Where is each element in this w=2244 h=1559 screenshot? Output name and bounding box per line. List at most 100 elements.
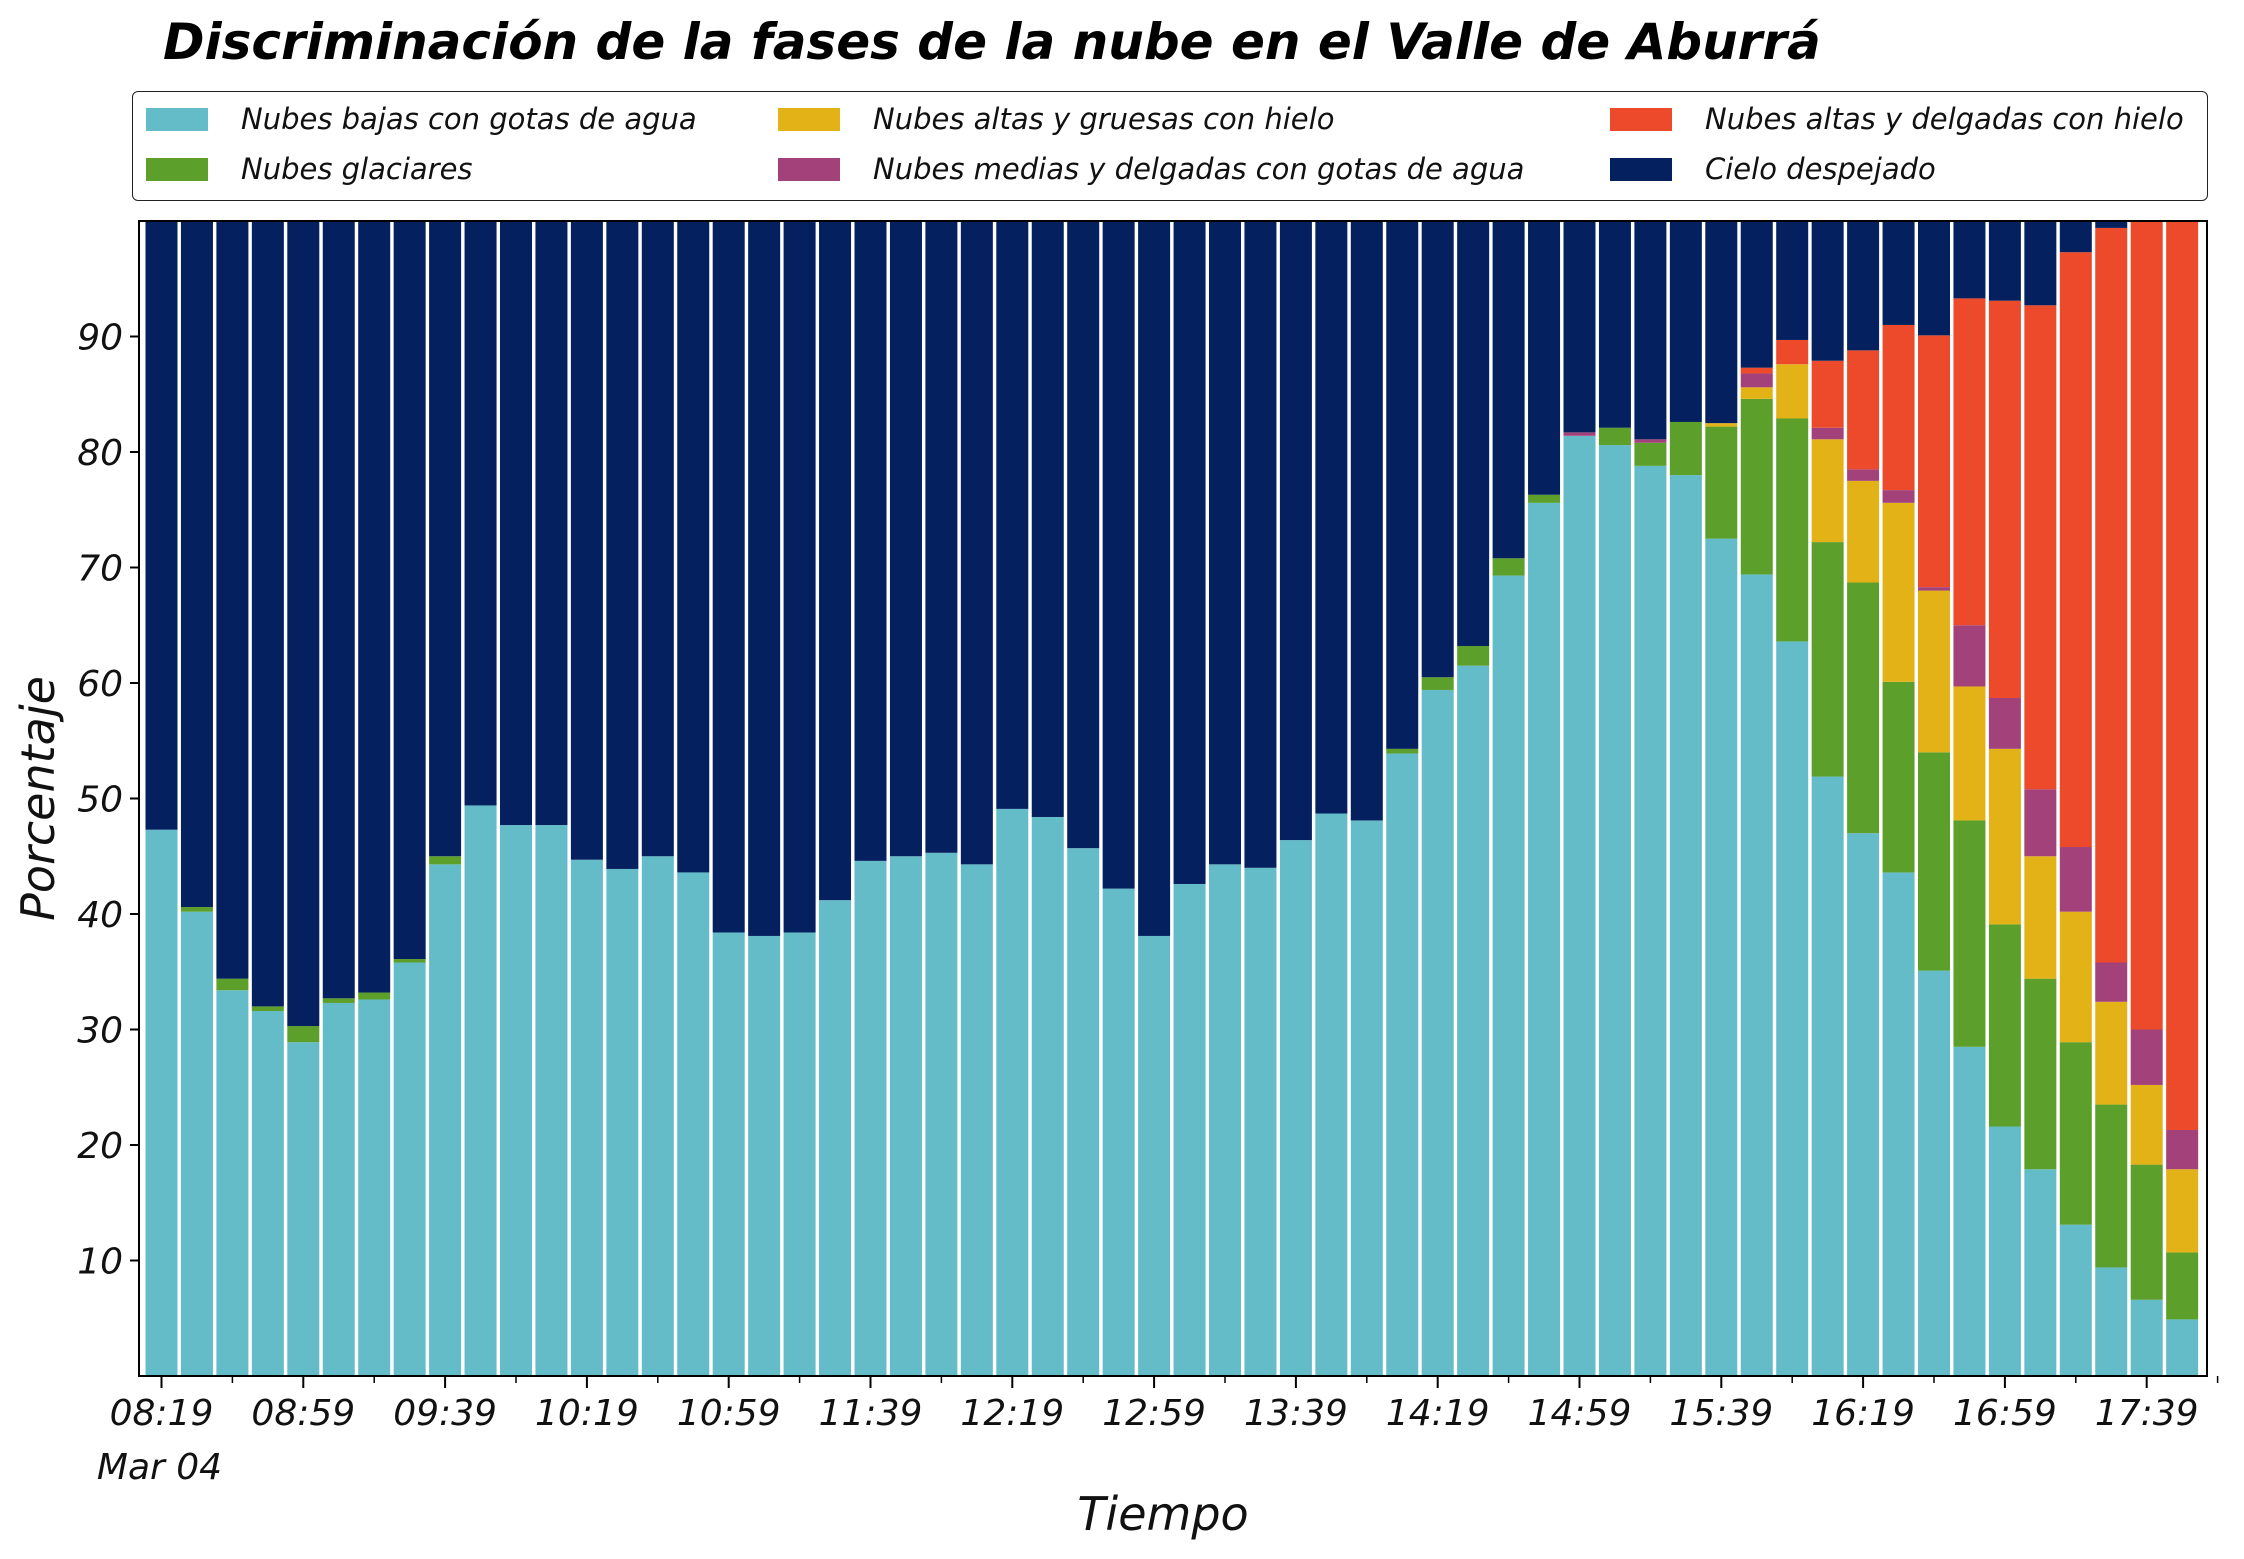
bar-segment	[1598, 445, 1631, 1376]
bar-segment	[287, 1042, 320, 1376]
bar-segment	[1740, 574, 1773, 1376]
bar-segment	[1138, 221, 1171, 936]
legend-item: Nubes glaciares	[146, 149, 473, 189]
bar-segment	[2095, 221, 2128, 228]
bar-segment	[1953, 221, 1986, 299]
bar-segment	[1740, 373, 1773, 388]
bar-segment	[1528, 221, 1561, 495]
bar-segment	[2059, 252, 2092, 848]
x-tick-label: 16:19	[1811, 1393, 1915, 1434]
bar-segment	[1953, 686, 1986, 821]
bar-segment	[1953, 820, 1986, 1047]
bar-segment	[1776, 221, 1809, 340]
x-tick-label: 16:59	[1953, 1393, 2057, 1434]
bar-segment	[1811, 542, 1844, 777]
legend-label: Nubes altas y delgadas con hielo	[1705, 102, 2184, 136]
bar-segment	[1492, 558, 1525, 576]
y-tick-label: 90	[77, 318, 123, 359]
bar-segment	[1882, 324, 1915, 491]
bar-segment	[783, 932, 816, 1376]
bar-segment	[287, 1026, 320, 1043]
bar-segment	[2059, 911, 2092, 1043]
bar-segment	[748, 221, 781, 936]
bar-segment	[180, 907, 213, 912]
bar-segment	[1244, 867, 1277, 1376]
bar-segment	[1067, 221, 1100, 849]
bar-segment	[1563, 221, 1596, 433]
bar-segment	[1598, 427, 1631, 446]
bar-segment	[145, 221, 178, 830]
y-axis-label: Porcentaje	[11, 676, 65, 921]
y-tick-label: 60	[77, 664, 123, 705]
bar-segment	[2059, 221, 2092, 253]
bar-segment	[1315, 221, 1348, 814]
bar-segment	[1953, 625, 1986, 687]
bar-segment	[2024, 856, 2057, 979]
legend-item: Cielo despejado	[1610, 149, 1936, 189]
bar-segment	[1847, 480, 1880, 583]
bar-segment	[1102, 888, 1135, 1376]
bar-segment	[358, 221, 391, 993]
bar-segment	[464, 805, 497, 1376]
bar-segment	[1811, 776, 1844, 1376]
bar-segment	[1386, 753, 1419, 1376]
bar-segment	[1740, 398, 1773, 575]
bar-segment	[819, 900, 852, 1376]
bar-segment	[287, 221, 320, 1027]
bar-segment	[712, 221, 745, 933]
bar-segment	[570, 221, 603, 860]
bar-segment	[1492, 221, 1525, 559]
legend-item: Nubes bajas con gotas de agua	[146, 99, 697, 139]
y-tick-label: 10	[77, 1242, 123, 1283]
bar-segment	[641, 221, 674, 857]
bar-segment	[1882, 502, 1915, 682]
legend-item: Nubes altas y delgadas con hielo	[1610, 99, 2184, 139]
bar-segment	[216, 990, 249, 1376]
bar-segment	[1811, 427, 1844, 440]
bar-segment	[2024, 978, 2057, 1170]
bar-segment	[251, 221, 284, 1007]
bar-segment	[1563, 432, 1596, 436]
y-tick-label: 80	[77, 433, 123, 474]
bar-segment	[1173, 221, 1206, 884]
x-tick-label: 12:19	[960, 1393, 1064, 1434]
legend-label: Nubes bajas con gotas de agua	[241, 102, 697, 136]
bars-group	[145, 221, 2199, 1376]
bar-segment	[322, 221, 355, 999]
bar-segment	[1740, 367, 1773, 374]
bar-segment	[1847, 350, 1880, 470]
bar-segment	[1847, 582, 1880, 834]
bar-segment	[216, 978, 249, 991]
bar-segment	[1669, 221, 1702, 422]
bar-segment	[889, 856, 922, 1376]
bar-segment	[251, 1006, 284, 1012]
bar-segment	[1811, 221, 1844, 361]
bar-segment	[1209, 221, 1241, 865]
bar-segment	[1634, 465, 1667, 1376]
bar-segment	[1031, 816, 1064, 1376]
bar-segment	[358, 999, 391, 1376]
y-tick-label: 70	[77, 549, 123, 590]
bar-segment	[1598, 221, 1631, 428]
bar-segment	[1776, 418, 1809, 642]
x-axis-label: Tiempo	[1077, 1487, 1248, 1541]
bar-segment	[2095, 1104, 2128, 1268]
chart-title: Discriminación de la fases de la nube en…	[163, 13, 1821, 71]
bar-segment	[1705, 538, 1738, 1376]
bar-segment	[1988, 300, 2021, 699]
bar-segment	[2130, 1084, 2163, 1165]
legend-label: Nubes glaciares	[241, 152, 473, 186]
bar-segment	[960, 221, 993, 865]
bar-segment	[2166, 1129, 2199, 1170]
legend-swatch	[146, 157, 208, 181]
bar-segment	[1847, 221, 1880, 351]
bar-segment	[2095, 962, 2128, 1002]
bar-segment	[2024, 1169, 2057, 1376]
legend-label: Nubes altas y gruesas con hielo	[873, 102, 1335, 136]
bar-segment	[1953, 298, 1986, 626]
bar-segment	[1988, 748, 2021, 925]
legend-item: Nubes medias y delgadas con gotas de agu…	[778, 149, 1524, 189]
bar-segment	[1882, 221, 1915, 325]
bar-segment	[2166, 221, 2199, 1130]
bar-segment	[819, 221, 852, 901]
